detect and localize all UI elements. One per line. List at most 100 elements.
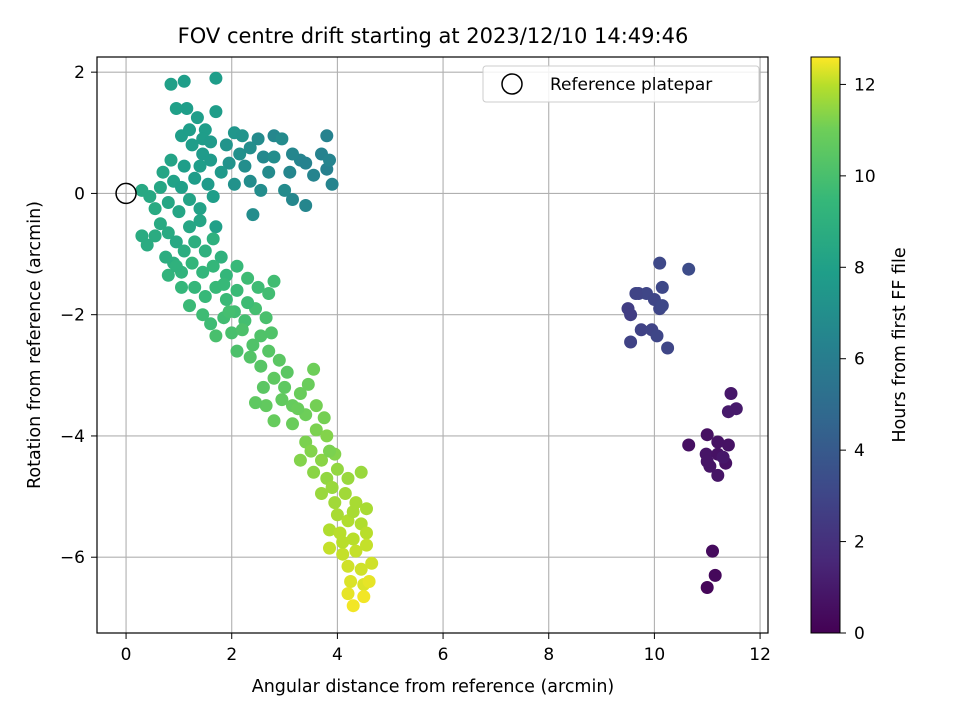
data-point — [341, 559, 355, 573]
data-point — [309, 423, 323, 437]
data-point — [360, 526, 373, 540]
y-tick-label: −6 — [60, 548, 85, 568]
data-point — [259, 311, 273, 325]
data-point — [172, 205, 186, 219]
data-point — [175, 180, 188, 194]
colorbar-tick-label: 12 — [854, 75, 876, 95]
data-point — [185, 138, 199, 152]
data-point — [655, 280, 669, 294]
data-point — [307, 168, 321, 182]
data-point — [317, 411, 331, 425]
data-point — [344, 575, 358, 588]
data-point — [219, 138, 233, 152]
data-point — [164, 153, 178, 167]
data-point — [362, 575, 376, 588]
x-tick-label: 4 — [332, 645, 343, 665]
data-point — [238, 159, 252, 173]
data-point — [201, 177, 215, 191]
data-point — [251, 132, 265, 146]
data-point — [315, 453, 328, 467]
data-point — [336, 547, 350, 561]
data-point — [156, 165, 170, 179]
data-point — [175, 280, 188, 294]
data-point — [682, 438, 696, 452]
data-point — [204, 317, 218, 331]
data-point — [230, 344, 244, 358]
colorbar-tick-label: 10 — [854, 167, 876, 187]
data-point — [198, 244, 212, 258]
data-point — [190, 111, 204, 125]
data-point — [354, 562, 368, 576]
data-point — [264, 326, 278, 340]
data-point — [196, 308, 210, 322]
data-point — [365, 556, 379, 570]
data-point — [204, 153, 218, 167]
data-point — [209, 105, 223, 119]
data-point — [230, 283, 244, 297]
data-point — [301, 377, 315, 391]
data-point — [219, 293, 233, 306]
x-tick-label: 6 — [438, 645, 449, 665]
data-point — [254, 329, 268, 343]
data-point — [188, 171, 202, 185]
data-point — [206, 232, 220, 246]
plot-frame — [96, 56, 769, 634]
data-point — [293, 453, 307, 467]
x-tick-label: 2 — [226, 645, 237, 665]
data-point — [346, 599, 360, 613]
data-point — [293, 387, 307, 400]
data-point — [286, 193, 299, 206]
data-point — [161, 226, 175, 240]
data-point — [246, 338, 260, 352]
data-point — [249, 396, 262, 410]
data-point — [286, 417, 299, 431]
data-point — [283, 165, 297, 179]
data-point — [338, 487, 352, 500]
data-point — [724, 387, 738, 400]
data-point — [180, 102, 194, 115]
data-point — [360, 502, 373, 516]
data-point — [650, 329, 664, 343]
data-point — [307, 465, 321, 479]
data-point — [209, 71, 223, 85]
data-point — [251, 280, 265, 294]
data-point — [256, 380, 270, 394]
data-point — [278, 380, 292, 394]
reference-platepar-marker — [115, 182, 137, 205]
data-point — [177, 244, 191, 258]
colorbar-gradient — [810, 56, 841, 634]
data-point — [354, 465, 368, 479]
data-point — [700, 454, 714, 468]
y-tick-label: 2 — [74, 63, 85, 83]
data-point — [241, 296, 255, 310]
data-point — [307, 362, 321, 376]
colorbar-tick-label: 4 — [854, 441, 865, 461]
data-point — [143, 190, 157, 203]
data-point — [198, 290, 212, 303]
data-point — [275, 393, 289, 407]
data-point — [291, 402, 305, 416]
data-point — [183, 220, 196, 234]
data-point — [267, 371, 281, 385]
data-point — [241, 271, 255, 285]
data-point — [193, 159, 207, 173]
data-point — [325, 177, 339, 191]
data-point — [183, 193, 196, 206]
data-point — [320, 129, 334, 143]
data-point — [164, 77, 178, 91]
data-point — [230, 259, 244, 273]
data-point — [323, 523, 336, 537]
data-point — [323, 541, 336, 555]
data-point — [183, 299, 196, 313]
data-point — [278, 183, 292, 197]
data-point — [309, 399, 323, 413]
data-point — [286, 147, 299, 161]
data-point — [148, 202, 162, 216]
data-point — [177, 74, 191, 88]
data-point — [233, 147, 247, 161]
x-tick-label: 12 — [749, 645, 771, 665]
data-point — [629, 287, 643, 300]
data-point — [193, 202, 207, 216]
data-point — [185, 256, 199, 270]
data-point — [330, 508, 344, 522]
